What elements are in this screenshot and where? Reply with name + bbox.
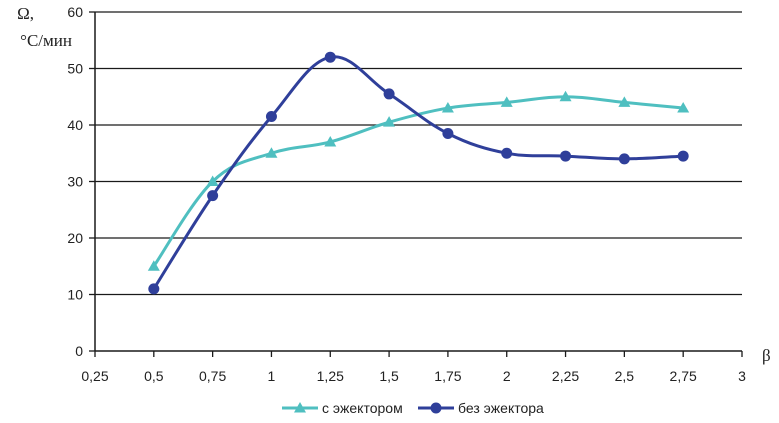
x-tick-label: 1,75 — [434, 368, 461, 384]
x-tick-label: 2,5 — [615, 368, 635, 384]
y-tick-labels: 0 10 20 30 40 50 60 — [67, 4, 83, 359]
y-tick-label: 10 — [67, 287, 83, 303]
series-with-ejector — [147, 90, 690, 271]
series-without-ejector — [148, 51, 689, 295]
legend: с эжектором без эжектора — [282, 400, 544, 416]
series-line — [152, 55, 684, 290]
x-tick-label: 1,25 — [317, 368, 344, 384]
data-point — [383, 116, 396, 127]
gridlines — [95, 11, 742, 296]
data-point — [148, 283, 160, 295]
y-tick-label: 50 — [67, 61, 83, 77]
x-tick-label: 2,25 — [552, 368, 579, 384]
data-point — [265, 147, 278, 158]
y-tick-label: 0 — [75, 343, 83, 359]
data-point — [500, 96, 513, 107]
data-point — [206, 175, 219, 186]
x-tick-label: 3 — [738, 368, 746, 384]
data-point — [618, 96, 631, 107]
data-point — [442, 127, 454, 139]
axes — [89, 11, 743, 357]
data-point — [677, 102, 690, 113]
legend-label: с эжектором — [322, 400, 403, 416]
y-tick-label: 40 — [67, 117, 83, 133]
legend-item: с эжектором — [282, 400, 403, 416]
y-tick-label: 30 — [67, 174, 83, 190]
x-tick-labels: 0,25 0,5 0,75 1 1,25 1,5 1,75 2 2,25 2,5 2,75 3 — [81, 368, 746, 384]
data-point — [383, 88, 395, 100]
x-axis-title: β — [762, 346, 771, 365]
x-tick-label: 2 — [503, 368, 511, 384]
x-tick-label: 1 — [268, 368, 276, 384]
data-point — [207, 190, 219, 202]
data-point — [147, 260, 160, 271]
y-tick-label: 20 — [67, 230, 83, 246]
y-axis-title-line1: Ω, — [17, 4, 34, 23]
legend-label: без эжектора — [458, 400, 544, 416]
series-group — [147, 51, 690, 295]
legend-swatch-marker — [294, 402, 306, 413]
series-line — [152, 95, 684, 268]
x-tick-label: 0,25 — [81, 368, 108, 384]
data-point — [560, 150, 572, 162]
data-point — [265, 111, 277, 123]
x-tick-label: 1,5 — [379, 368, 399, 384]
data-point — [677, 150, 689, 162]
data-point — [324, 135, 337, 147]
data-point — [501, 147, 513, 159]
legend-swatch-marker — [430, 402, 442, 414]
x-tick-label: 0,75 — [199, 368, 226, 384]
data-point — [324, 51, 336, 63]
data-point — [441, 102, 454, 113]
x-tick-label: 2,75 — [670, 368, 697, 384]
data-point — [618, 153, 630, 165]
data-point — [559, 90, 572, 102]
x-tick-label: 0,5 — [144, 368, 164, 384]
legend-item: без эжектора — [418, 400, 544, 416]
y-tick-label: 60 — [67, 4, 83, 20]
y-axis-title-line2: °С/мин — [20, 31, 72, 50]
